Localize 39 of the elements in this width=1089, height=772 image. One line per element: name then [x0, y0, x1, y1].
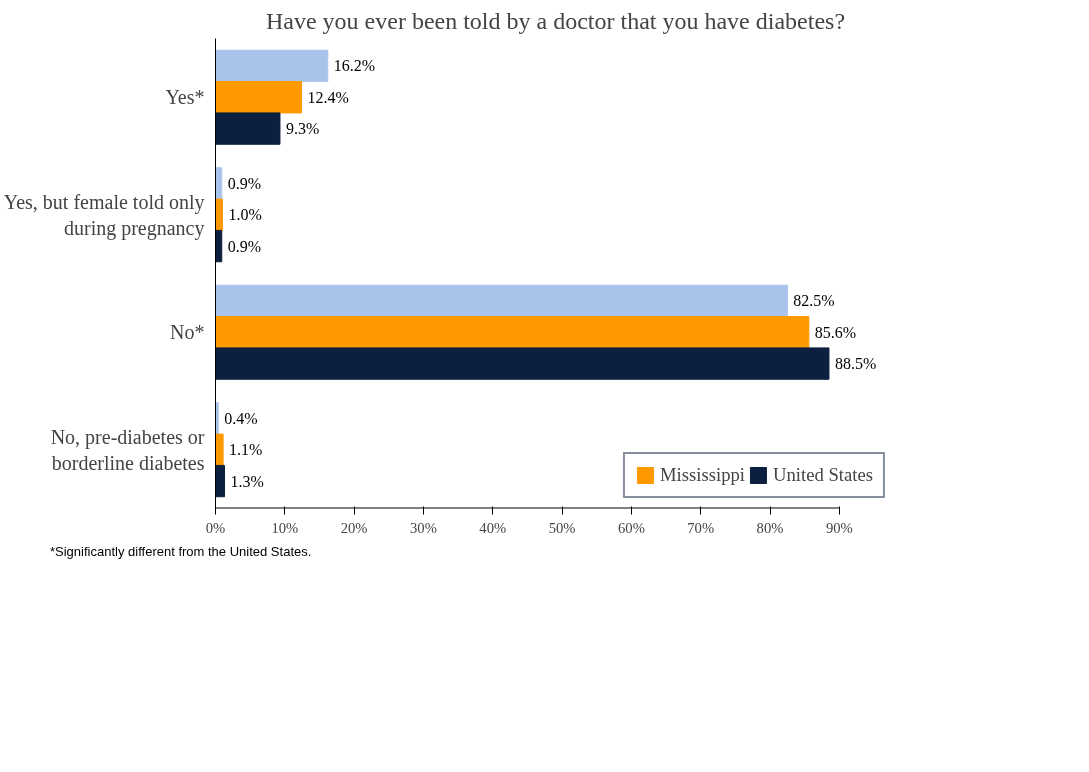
y-tick-label: Yes, but female told only during pregnancy [3, 190, 205, 240]
x-tick-label: 0% [205, 519, 226, 536]
bar [215, 284, 788, 318]
data-label: 0.9% [227, 174, 262, 192]
bar [215, 49, 329, 83]
chart-title: Have you ever been told by a doctor that you have diabetes? [265, 7, 846, 34]
x-tick-label: 10% [271, 519, 299, 536]
y-tick-label: Yes* [165, 86, 205, 109]
x-tick-label: 20% [340, 519, 368, 536]
x-tick-label: 50% [548, 519, 576, 536]
bar [215, 81, 302, 114]
x-tick-label: 60% [617, 519, 645, 536]
x-tick-label: 80% [756, 519, 784, 536]
data-label: 12.4% [307, 88, 349, 106]
x-tick-label: 90% [825, 519, 853, 536]
data-label: 1.1% [229, 441, 263, 459]
bar [215, 433, 224, 466]
data-label: 1.0% [228, 206, 262, 224]
data-label: 88.5% [834, 355, 877, 373]
bar [215, 112, 281, 145]
data-label: 0.4% [224, 409, 258, 427]
y-tick-label: No, pre-diabetes or borderline diabetes [50, 425, 205, 474]
text: *Significantly different from the United States. [50, 543, 312, 561]
y-tick-label: No* [170, 321, 205, 344]
bar [215, 347, 830, 380]
x-tick-label: 70% [687, 519, 715, 536]
data-label: 16.2% [333, 57, 376, 75]
bar [215, 464, 226, 498]
data-label: 82.5% [793, 292, 835, 310]
bar [215, 316, 810, 349]
data-label: 0.9% [227, 237, 262, 255]
data-label: 9.3% [285, 120, 320, 138]
x-tick-label: 40% [479, 519, 507, 536]
data-label: 85.6% [814, 323, 857, 341]
bar [215, 198, 223, 231]
x-tick-label: 30% [410, 519, 437, 536]
legend-label: Mississippi [659, 464, 745, 486]
legend-label: United States [772, 464, 873, 486]
data-label: 1.3% [230, 472, 264, 490]
